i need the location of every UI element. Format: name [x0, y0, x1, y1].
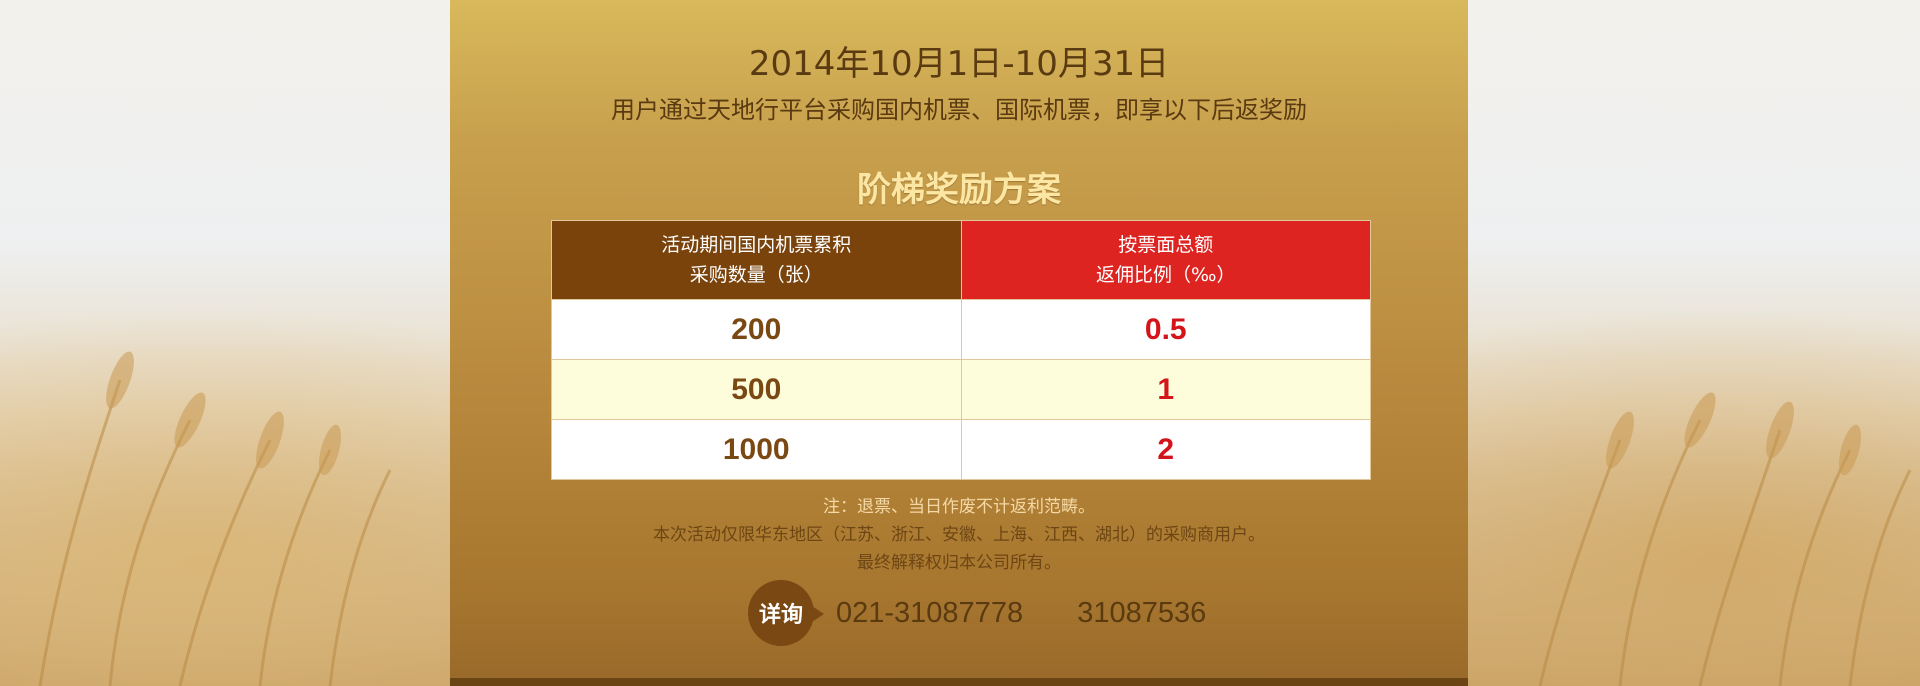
contact-phone-numbers: 021-31087778 31087536 — [836, 596, 1207, 629]
rate-cell: 1 — [960, 359, 1372, 420]
promo-date-range: 2014年10月1日-10月31日 — [748, 44, 1170, 84]
quantity-cell: 1000 — [551, 419, 962, 480]
terms-note-line: 本次活动仅限华东地区（江苏、浙江、安徽、上海、江西、湖北）的采购商用户。 — [653, 525, 1265, 545]
inquiry-badge: 详询 — [748, 580, 824, 646]
table-title: 阶梯奖励方案 — [857, 170, 1061, 210]
contact-info: 详询 021-31087778 31087536 — [748, 578, 1206, 648]
column-header-line: 采购数量（张） — [689, 264, 823, 286]
reward-table: 活动期间国内机票累积 采购数量（张） 按票面总额 返佣比例（‰） 200 0.5… — [551, 220, 1372, 480]
column-header-rate: 按票面总额 返佣比例（‰） — [960, 220, 1372, 300]
promo-subtitle: 用户通过天地行平台采购国内机票、国际机票，即享以下后返奖励 — [611, 96, 1307, 124]
quantity-cell: 500 — [551, 359, 962, 420]
terms-notes: 注：退票、当日作废不计返利范畴。 本次活动仅限华东地区（江苏、浙江、安徽、上海、… — [450, 493, 1468, 577]
column-header-line: 活动期间国内机票累积 — [661, 234, 852, 256]
terms-note-line: 注：退票、当日作废不计返利范畴。 — [823, 497, 1095, 517]
table-header-row: 活动期间国内机票累积 采购数量（张） 按票面总额 返佣比例（‰） — [551, 220, 1372, 300]
terms-note-line: 最终解释权归本公司所有。 — [857, 553, 1061, 573]
quantity-cell: 200 — [551, 299, 962, 360]
table-row: 200 0.5 — [551, 299, 1372, 360]
promo-panel: 2014年10月1日-10月31日 用户通过天地行平台采购国内机票、国际机票，即… — [450, 0, 1468, 686]
column-header-line: 返佣比例（‰） — [1096, 264, 1236, 286]
table-row: 500 1 — [551, 359, 1372, 420]
rate-cell: 2 — [960, 419, 1372, 480]
rate-cell: 0.5 — [960, 299, 1372, 360]
column-header-line: 按票面总额 — [1118, 234, 1214, 256]
column-header-quantity: 活动期间国内机票累积 采购数量（张） — [551, 220, 962, 300]
inquiry-badge-label: 详询 — [758, 603, 803, 628]
table-row: 1000 2 — [551, 419, 1372, 480]
panel-bottom-bar — [450, 678, 1468, 686]
